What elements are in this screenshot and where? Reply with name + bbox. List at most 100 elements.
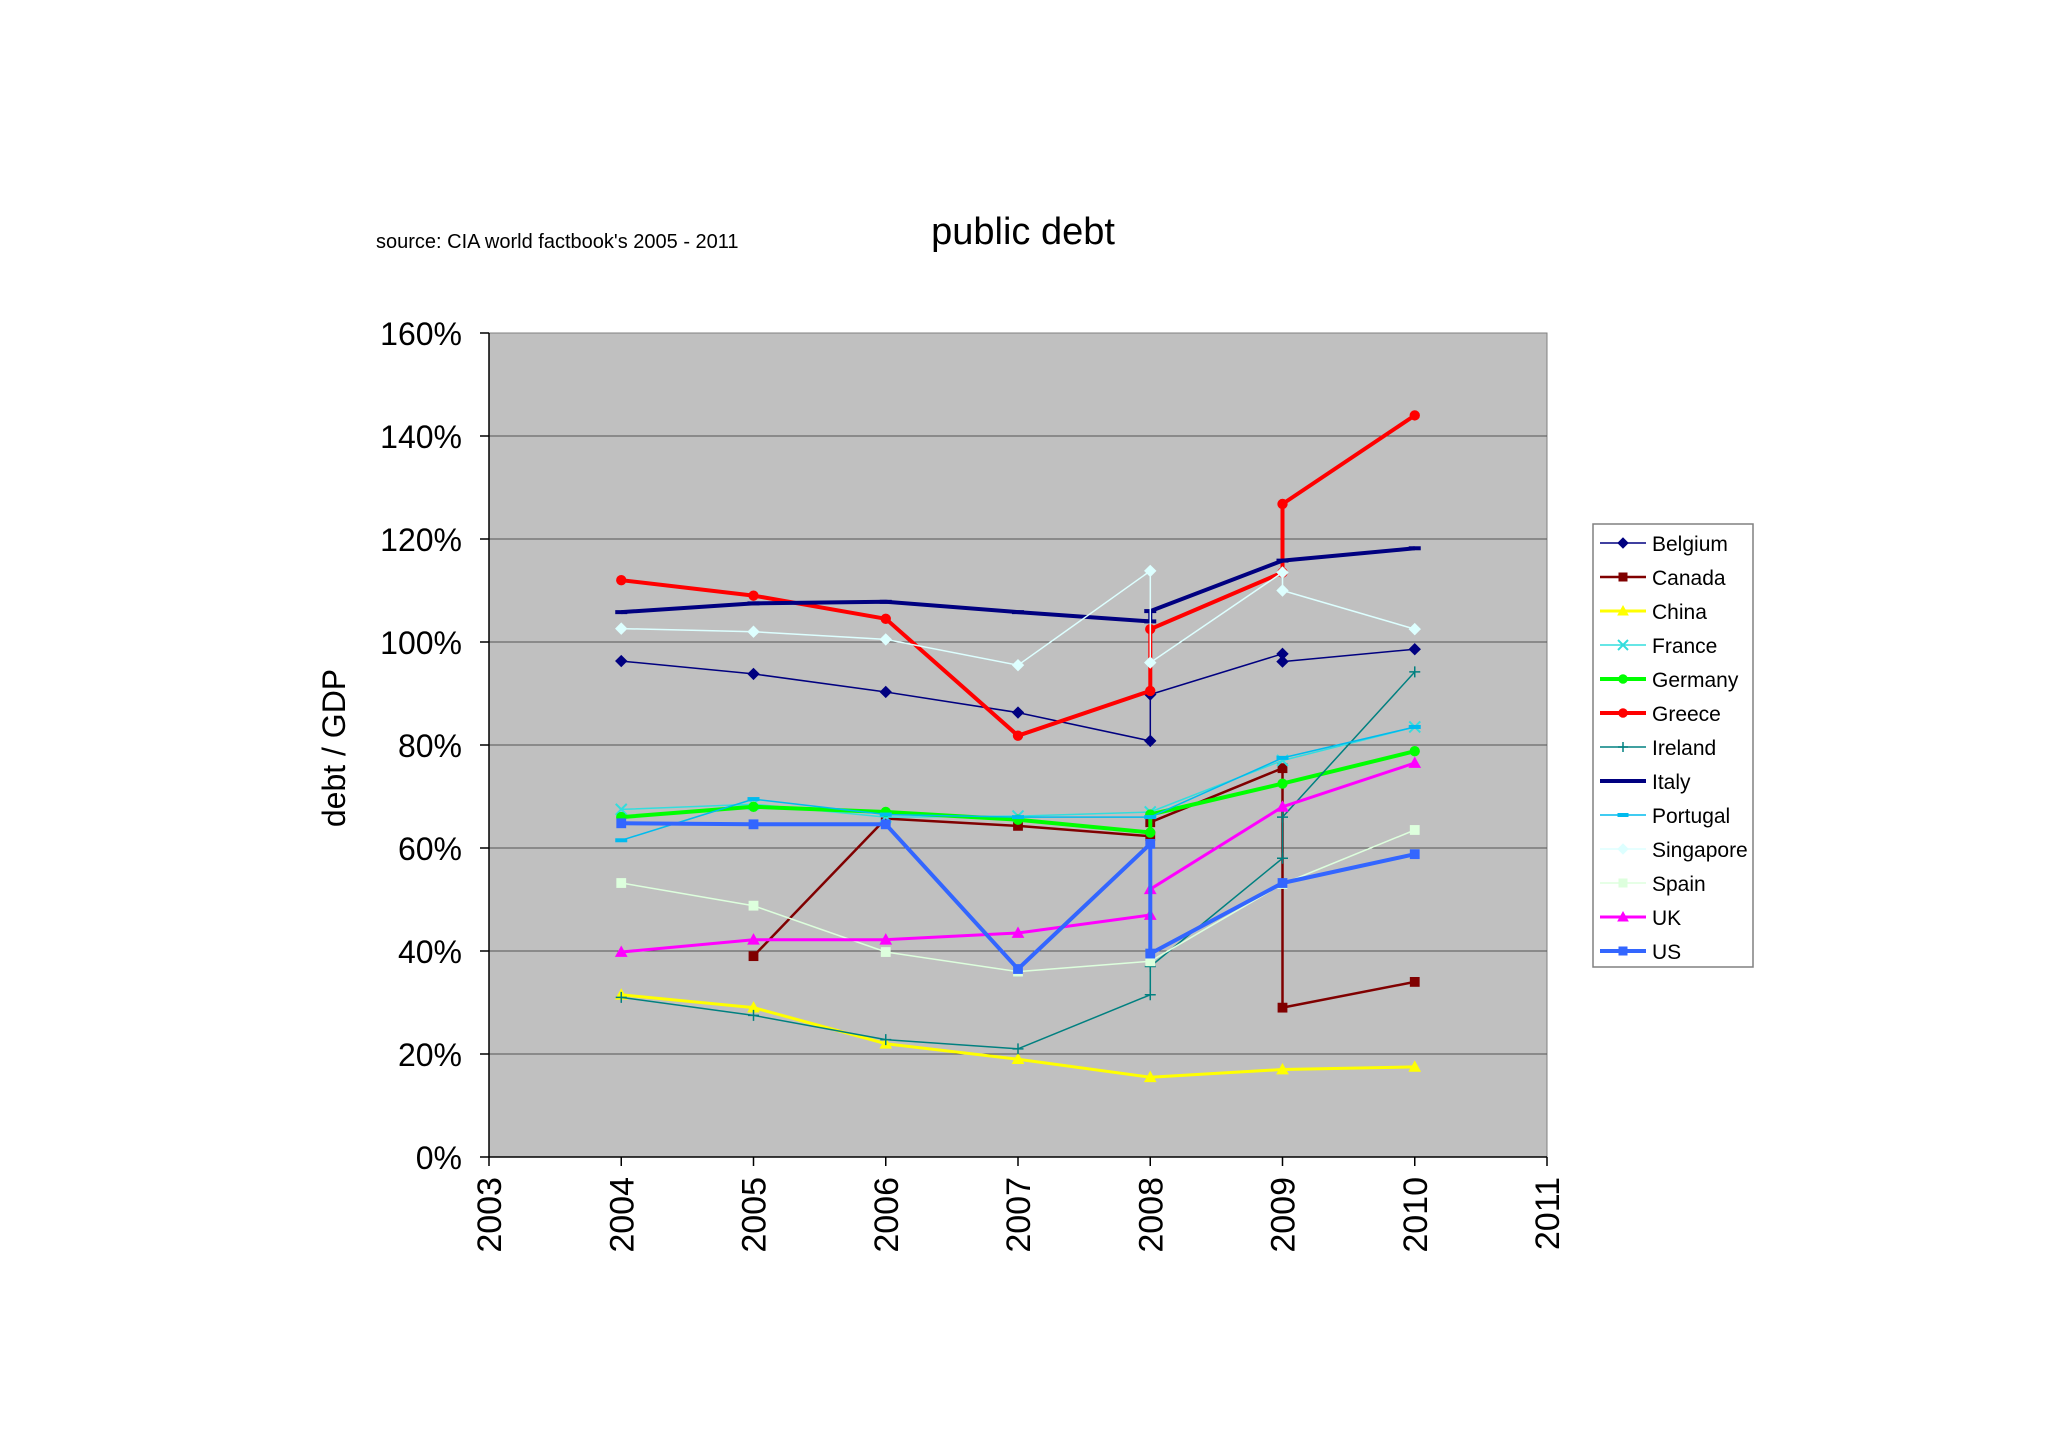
data-point [747, 667, 760, 681]
legend-marker [1618, 878, 1628, 888]
y-tick-label: 160% [380, 316, 462, 352]
legend-marker [1618, 946, 1628, 956]
x-tick-label: 2003 [471, 1177, 509, 1253]
legend-item: Germany [1600, 669, 1739, 692]
axes: 0% 20% 40% 60% 80% 100% 120% 140% 160% 2003 2004 20… [380, 316, 1567, 1253]
data-point [1408, 724, 1421, 729]
series-ireland [615, 666, 1421, 1055]
data-point [1144, 815, 1157, 820]
data-point [1011, 658, 1025, 672]
data-point [615, 838, 628, 843]
y-tick-label: 20% [398, 1037, 462, 1073]
legend-item: Italy [1600, 771, 1691, 794]
data-point [747, 601, 760, 606]
data-point [748, 590, 759, 601]
legend-marker [1617, 843, 1629, 855]
data-point [1408, 643, 1421, 656]
data-point [615, 803, 628, 816]
data-point [748, 900, 759, 911]
data-point [1276, 558, 1289, 563]
data-point [1144, 989, 1156, 1001]
data-point [616, 575, 627, 586]
data-point [747, 625, 760, 638]
x-tick-label: 2004 [603, 1177, 641, 1253]
data-point [879, 685, 892, 699]
legend-marker [1618, 708, 1628, 718]
y-tick-label: 100% [380, 625, 462, 661]
legend-item: France [1600, 635, 1717, 658]
data-point [615, 991, 627, 1003]
chart-subtitle: source: CIA world factbook's 2005 - 2011 [376, 231, 739, 253]
legend-item: US [1600, 941, 1681, 964]
series-uk [614, 756, 1422, 957]
data-point [879, 599, 892, 604]
x-tick-label: 2005 [736, 1177, 774, 1253]
legend-label: Spain [1652, 873, 1706, 896]
data-point [1013, 964, 1023, 974]
legend-label: Germany [1652, 669, 1739, 692]
data-point [1409, 849, 1420, 860]
data-point [1012, 730, 1024, 741]
data-point [616, 878, 627, 888]
data-point [615, 622, 628, 635]
legend-item: Ireland [1600, 737, 1716, 760]
legend-marker [1617, 813, 1629, 817]
data-point [880, 1034, 892, 1046]
y-tick-label: 0% [416, 1140, 462, 1176]
data-point [1145, 838, 1156, 849]
data-point [1011, 926, 1025, 938]
legend-label: Canada [1652, 567, 1726, 590]
data-point [1145, 685, 1156, 697]
data-point [1011, 1052, 1025, 1065]
series-us [616, 818, 1420, 974]
data-point [748, 1009, 759, 1021]
data-point [1012, 1043, 1024, 1055]
legend-label: Greece [1652, 703, 1721, 726]
gridlines [489, 435, 1547, 1055]
x-tick-label: 2011 [1529, 1177, 1567, 1250]
legend-label: UK [1652, 907, 1681, 930]
legend-item: Singapore [1600, 839, 1748, 862]
legend-item: Spain [1600, 873, 1706, 896]
data-point [1409, 746, 1420, 757]
legend-marker [1617, 604, 1629, 616]
data-point [747, 933, 760, 945]
data-point [879, 633, 892, 646]
x-tick-label: 2008 [1132, 1177, 1170, 1253]
series-portugal [615, 724, 1421, 843]
legend-item: Portugal [1600, 805, 1730, 828]
y-axis-label: debt / GDP [316, 669, 352, 827]
legend-box [1592, 523, 1754, 968]
legend-marker [1617, 779, 1629, 783]
data-point [1011, 706, 1025, 719]
data-point [748, 801, 759, 812]
data-point [1276, 655, 1289, 668]
legend-marker [1617, 639, 1629, 651]
data-point [879, 933, 893, 945]
legend: Belgium Canada China France Germany Greece Ire… [1592, 523, 1754, 968]
data-point [1277, 763, 1288, 774]
data-point [879, 812, 892, 817]
data-point [1276, 755, 1289, 760]
legend-label: US [1652, 941, 1681, 964]
data-point [1144, 734, 1157, 748]
data-point [1408, 1060, 1422, 1072]
series-line [621, 749, 1416, 835]
chart-title: public debt [931, 211, 1115, 253]
data-point [880, 947, 891, 957]
data-point [1143, 1070, 1157, 1083]
data-point [615, 610, 628, 615]
series-line [621, 761, 1416, 954]
legend-label: Italy [1652, 771, 1691, 794]
y-tick-label: 120% [380, 522, 462, 558]
data-point [1145, 948, 1156, 959]
legend-marker [1618, 742, 1628, 752]
data-point [1277, 498, 1288, 510]
data-point [1276, 800, 1289, 812]
data-point [1144, 656, 1157, 669]
legend-label: Singapore [1652, 839, 1748, 862]
legend-label: Portugal [1652, 805, 1730, 828]
data-point [1408, 756, 1422, 768]
data-point [1277, 811, 1288, 823]
